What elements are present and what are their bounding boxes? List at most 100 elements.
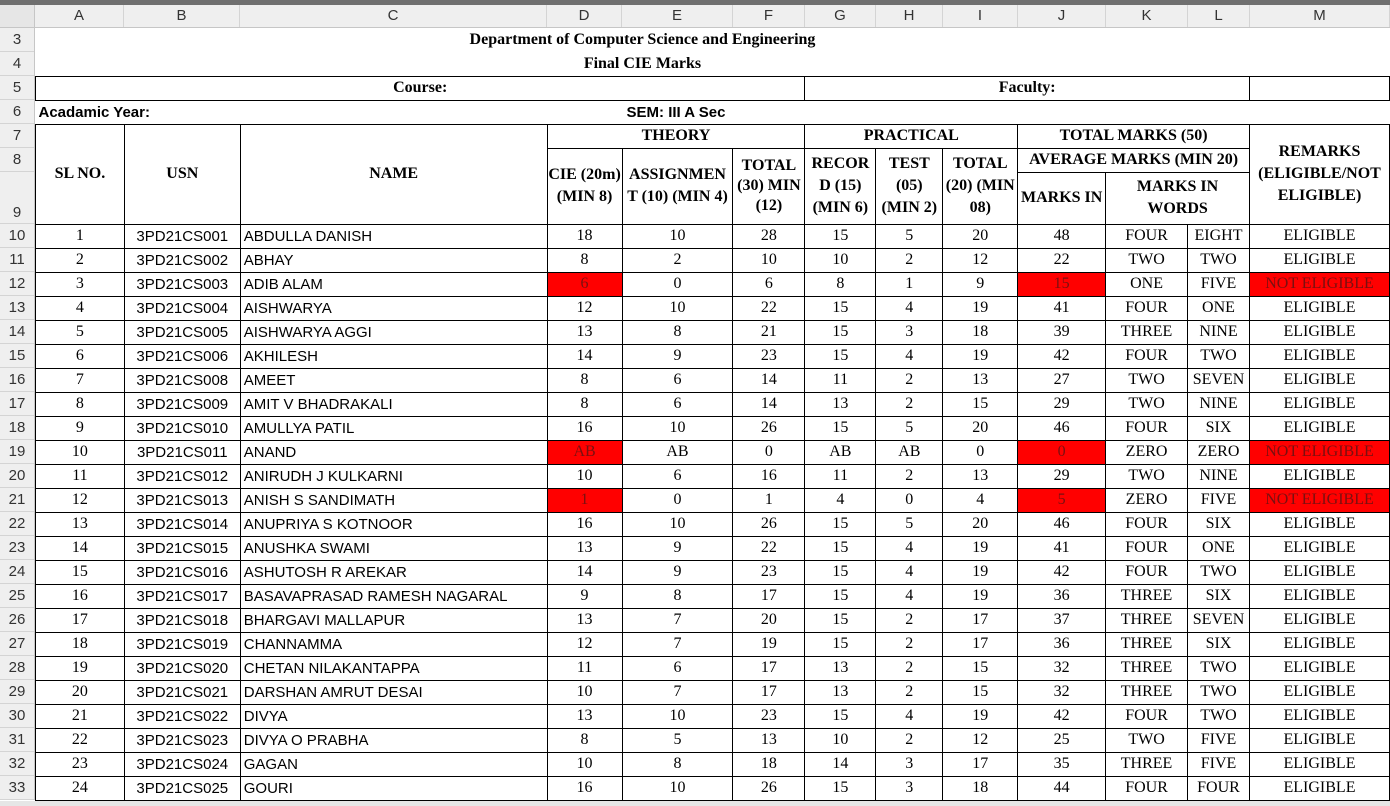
cell-w1[interactable]: FOUR: [1105, 511, 1189, 537]
cell-w2[interactable]: ONE: [1187, 535, 1250, 561]
cell-usn[interactable]: 3PD21CS025: [123, 775, 241, 801]
cell-marks[interactable]: 25: [1017, 727, 1107, 753]
cell-ttot[interactable]: 26: [732, 511, 806, 537]
cell-asg[interactable]: 0: [621, 487, 734, 513]
cell-asg[interactable]: 10: [621, 415, 734, 441]
cell-sl[interactable]: 21: [35, 703, 125, 729]
cell-remark[interactable]: ELIGIBLE: [1248, 247, 1390, 273]
cell-ptot[interactable]: 15: [942, 679, 1019, 705]
practical-header[interactable]: PRACTICAL: [804, 123, 1019, 149]
cell-w2[interactable]: ZERO: [1187, 439, 1250, 465]
cell-ptot[interactable]: 4: [942, 487, 1019, 513]
cell-test[interactable]: 2: [875, 727, 944, 753]
cell-marks[interactable]: 37: [1017, 607, 1107, 633]
cell-ptot[interactable]: 13: [942, 463, 1019, 489]
cell-test[interactable]: 2: [875, 631, 944, 657]
cell-w2[interactable]: FIVE: [1187, 751, 1250, 777]
cell-asg[interactable]: 7: [621, 607, 734, 633]
sl-no-header[interactable]: SL NO.: [35, 123, 125, 225]
cell-sl[interactable]: 18: [35, 631, 125, 657]
cell-marks[interactable]: 48: [1017, 223, 1107, 249]
cell-remark[interactable]: ELIGIBLE: [1248, 775, 1390, 801]
usn-header[interactable]: USN: [123, 123, 241, 225]
cell-remark[interactable]: ELIGIBLE: [1248, 631, 1390, 657]
cell-w2[interactable]: TWO: [1187, 703, 1250, 729]
cell-asg[interactable]: 10: [621, 775, 734, 801]
cell-cie[interactable]: 16: [546, 511, 623, 537]
cell-rec[interactable]: 11: [804, 463, 877, 489]
column-header-m[interactable]: M: [1250, 5, 1390, 27]
cell-cie[interactable]: 12: [546, 295, 623, 321]
cell-w1[interactable]: THREE: [1105, 631, 1189, 657]
cell-ttot[interactable]: 22: [732, 535, 806, 561]
cell-w1[interactable]: THREE: [1105, 583, 1189, 609]
cell-usn[interactable]: 3PD21CS004: [123, 295, 241, 321]
cell-ptot[interactable]: 15: [942, 655, 1019, 681]
cell-sl[interactable]: 3: [35, 271, 125, 297]
cell-w2[interactable]: TWO: [1187, 343, 1250, 369]
cell-cie[interactable]: 10: [546, 751, 623, 777]
cell-ttot[interactable]: 18: [732, 751, 806, 777]
cell-cie[interactable]: 10: [546, 679, 623, 705]
cell-usn[interactable]: 3PD21CS005: [123, 319, 241, 345]
cell-remark[interactable]: ELIGIBLE: [1248, 655, 1390, 681]
cell-ttot[interactable]: 23: [732, 703, 806, 729]
cell-rec[interactable]: 15: [804, 295, 877, 321]
cell-ttot[interactable]: 28: [732, 223, 806, 249]
cell-ptot[interactable]: 19: [942, 535, 1019, 561]
cell-name[interactable]: ADIB ALAM: [239, 271, 548, 297]
cell-asg[interactable]: 7: [621, 631, 734, 657]
cell-asg[interactable]: 10: [621, 511, 734, 537]
cell-ptot[interactable]: 18: [942, 319, 1019, 345]
cell-cie[interactable]: 13: [546, 535, 623, 561]
cell-remark[interactable]: ELIGIBLE: [1248, 343, 1390, 369]
cell-cie[interactable]: 11: [546, 655, 623, 681]
cell-name[interactable]: AMIT V BHADRAKALI: [239, 391, 548, 417]
cell-test[interactable]: 5: [875, 511, 944, 537]
theory-header[interactable]: THEORY: [546, 123, 806, 149]
row-header[interactable]: 11: [0, 248, 34, 272]
cell-marks[interactable]: 42: [1017, 703, 1107, 729]
cell-cie[interactable]: 16: [546, 415, 623, 441]
cell-sl[interactable]: 5: [35, 319, 125, 345]
cell-sl[interactable]: 22: [35, 727, 125, 753]
cell-ttot[interactable]: 21: [732, 319, 806, 345]
cell-usn[interactable]: 3PD21CS018: [123, 607, 241, 633]
academic-year-label[interactable]: Acadamic Year:: [38, 103, 150, 121]
cell-ttot[interactable]: 20: [732, 607, 806, 633]
cell-asg[interactable]: 8: [621, 319, 734, 345]
assignment-header[interactable]: ASSIGNMEN T (10) (MIN 4): [621, 147, 734, 225]
cell-rec[interactable]: 15: [804, 631, 877, 657]
cell-remark[interactable]: NOT ELIGIBLE: [1248, 271, 1390, 297]
cell-w1[interactable]: FOUR: [1105, 535, 1189, 561]
cell-w2[interactable]: SIX: [1187, 631, 1250, 657]
cell-asg[interactable]: 9: [621, 535, 734, 561]
cell-sl[interactable]: 15: [35, 559, 125, 585]
cell-marks[interactable]: 42: [1017, 559, 1107, 585]
cell-ttot[interactable]: 19: [732, 631, 806, 657]
cell-sl[interactable]: 10: [35, 439, 125, 465]
cell-asg[interactable]: AB: [621, 439, 734, 465]
cell-w1[interactable]: TWO: [1105, 247, 1189, 273]
cell-cie[interactable]: 10: [546, 463, 623, 489]
cell-name[interactable]: ASHUTOSH R AREKAR: [239, 559, 548, 585]
cell-usn[interactable]: 3PD21CS003: [123, 271, 241, 297]
row-header[interactable]: 6: [0, 100, 34, 124]
cell-m5[interactable]: [1248, 75, 1390, 101]
cell-name[interactable]: GOURI: [239, 775, 548, 801]
cell-test[interactable]: 0: [875, 487, 944, 513]
column-header-h[interactable]: H: [876, 5, 943, 27]
cell-sl[interactable]: 2: [35, 247, 125, 273]
row-header[interactable]: 12: [0, 272, 34, 296]
cell-g6[interactable]: [805, 100, 1390, 124]
cell-ptot[interactable]: 9: [942, 271, 1019, 297]
cell-rec[interactable]: 13: [804, 655, 877, 681]
cell-marks[interactable]: 36: [1017, 583, 1107, 609]
cell-ptot[interactable]: 19: [942, 295, 1019, 321]
cell-sl[interactable]: 14: [35, 535, 125, 561]
cell-marks[interactable]: 22: [1017, 247, 1107, 273]
cell-name[interactable]: AMULLYA PATIL: [239, 415, 548, 441]
cell-usn[interactable]: 3PD21CS009: [123, 391, 241, 417]
cell-test[interactable]: 3: [875, 319, 944, 345]
row-header[interactable]: 31: [0, 728, 34, 752]
